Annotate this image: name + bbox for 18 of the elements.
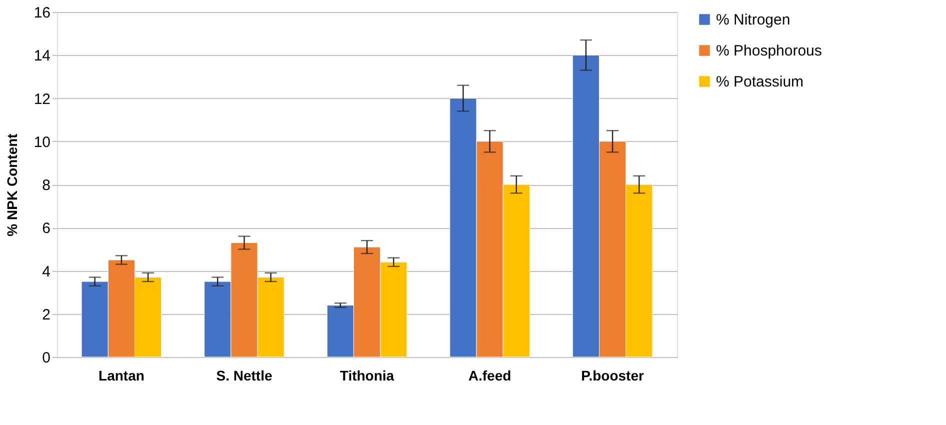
x-tick-label: P.booster: [581, 368, 644, 384]
x-tick-label: A.feed: [468, 368, 512, 384]
y-tick-label: 0: [42, 350, 50, 366]
x-tick-label: S. Nettle: [216, 368, 272, 384]
x-tick-label: Tithonia: [340, 368, 394, 384]
y-tick-label: 2: [42, 306, 50, 324]
y-tick-label: 14: [34, 48, 50, 65]
y-tick-label: 8: [42, 177, 50, 194]
y-axis-title: % NPK Content: [4, 133, 20, 236]
y-tick-label: 10: [34, 134, 50, 151]
x-tick-label: Lantan: [98, 368, 144, 384]
legend-label: % Phosphorous: [716, 42, 822, 60]
y-tick-label: 6: [42, 220, 50, 238]
legend-label: % Nitrogen: [716, 12, 790, 28]
y-tick-label: 16: [34, 4, 50, 22]
legend-label: % Potassium: [716, 74, 804, 90]
y-tick-label: 12: [34, 90, 50, 108]
y-tick-label: 4: [42, 263, 50, 280]
